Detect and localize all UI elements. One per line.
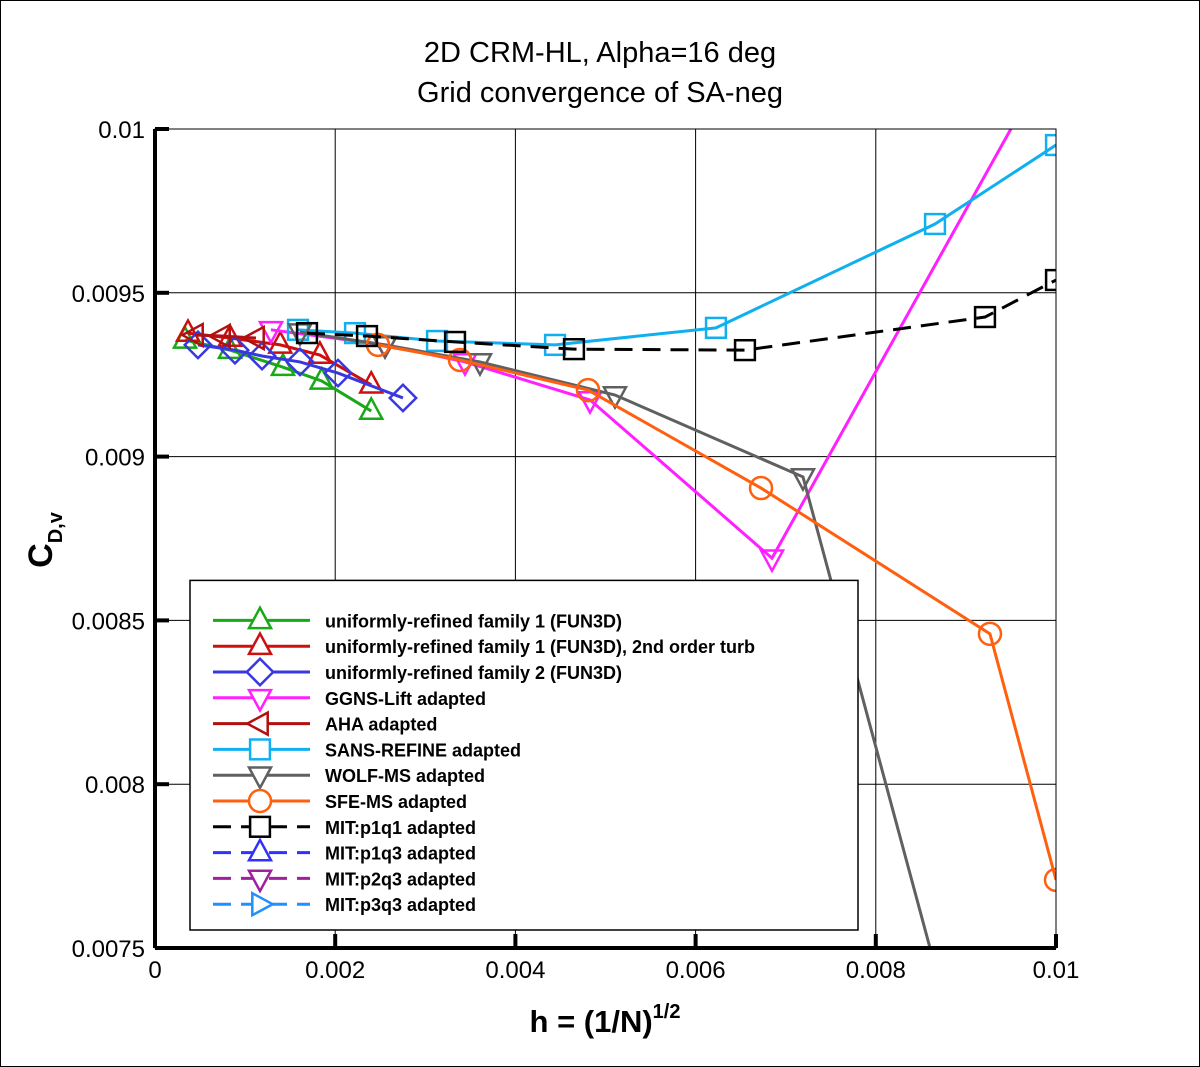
- marker: [343, 321, 367, 345]
- x-tick-label: 0.002: [305, 957, 365, 984]
- marker: [323, 358, 353, 389]
- y-tick-label: 0.0075: [72, 936, 145, 963]
- legend-marker: [251, 891, 276, 918]
- marker: [358, 395, 385, 421]
- legend-marker: [248, 738, 272, 761]
- legend-marker: [246, 837, 274, 862]
- marker: [447, 347, 473, 373]
- marker: [308, 365, 335, 390]
- legend-label: uniformly-refined family 2 (FUN3D): [325, 663, 622, 683]
- legend-marker: [246, 869, 274, 894]
- series-line: [377, 343, 1056, 881]
- x-label-text: h = (1/N): [530, 1004, 653, 1039]
- marker: [789, 467, 817, 493]
- legend-label: SANS-REFINE adapted: [325, 740, 521, 760]
- marker: [1043, 867, 1056, 893]
- marker: [704, 316, 728, 340]
- legend-marker: [247, 788, 273, 814]
- marker: [183, 329, 213, 360]
- legend-label: MIT:p3q3 adapted: [325, 895, 476, 915]
- marker: [977, 621, 1003, 647]
- marker: [601, 386, 629, 411]
- marker: [973, 305, 997, 329]
- y-label-sub: D,v: [45, 511, 67, 543]
- legend-marker: [246, 605, 274, 630]
- chart-title: 2D CRM-HL, Alpha=16 deg: [424, 37, 776, 69]
- legend-label: SFE-MS adapted: [325, 792, 467, 812]
- x-tick-label: 0.006: [666, 957, 726, 984]
- y-tick-label: 0.01: [98, 117, 145, 144]
- legend-marker: [246, 630, 274, 656]
- marker: [355, 324, 379, 348]
- legend-marker: [245, 657, 275, 687]
- marker: [733, 338, 757, 362]
- legend-label: AHA adapted: [325, 715, 437, 735]
- legend-label: MIT:p2q3 adapted: [325, 869, 476, 889]
- x-label-sup: 1/2: [653, 1001, 681, 1023]
- legend-label: MIT:p1q1 adapted: [325, 818, 476, 838]
- marker: [285, 346, 315, 377]
- chart-subtitle: Grid convergence of SA-neg: [417, 77, 783, 109]
- legend-marker: [248, 815, 272, 838]
- marker: [923, 212, 947, 236]
- marker: [443, 330, 467, 354]
- x-axis-label: h = (1/N)1/2: [530, 1001, 681, 1039]
- y-tick-label: 0.009: [85, 445, 145, 472]
- marker: [240, 324, 265, 352]
- x-tick-label: 0: [148, 957, 161, 984]
- legend-marker: [246, 766, 274, 791]
- y-label-text: C: [22, 543, 60, 568]
- marker: [758, 549, 786, 574]
- legend-box: [189, 579, 859, 931]
- y-axis-label: CD,v: [22, 511, 67, 568]
- legend-label: uniformly-refined family 1 (FUN3D): [325, 611, 622, 631]
- marker: [247, 341, 278, 371]
- legend-label: WOLF-MS adapted: [325, 766, 485, 786]
- marker: [748, 475, 774, 501]
- y-tick-label: 0.008: [85, 772, 145, 799]
- legend-label: uniformly-refined family 1 (FUN3D), 2nd …: [325, 637, 755, 657]
- marker: [179, 321, 204, 349]
- y-tick-label: 0.0085: [72, 608, 145, 635]
- marker: [575, 377, 601, 403]
- plot-area: [171, 129, 1056, 948]
- marker: [562, 337, 586, 361]
- series-line: [299, 330, 932, 948]
- series-line: [197, 343, 404, 400]
- legend-marker: [244, 710, 269, 737]
- marker: [206, 322, 231, 350]
- series-line: [306, 278, 1056, 352]
- marker: [295, 321, 319, 345]
- marker: [306, 339, 333, 364]
- marker: [257, 320, 285, 346]
- series-line: [297, 143, 1056, 347]
- legend-label: GGNS-Lift adapted: [325, 689, 486, 709]
- marker: [387, 382, 418, 413]
- marker: [267, 329, 294, 354]
- y-tick-label: 0.0095: [72, 281, 145, 308]
- x-tick-label: 0.004: [485, 957, 545, 984]
- legend: uniformly-refined family 1 (FUN3D) unifor…: [189, 579, 859, 931]
- x-tick-label: 0.008: [846, 957, 906, 984]
- legend-label: MIT:p1q3 adapted: [325, 844, 476, 864]
- x-tick-label: 0.01: [1033, 957, 1080, 984]
- legend-marker: [246, 688, 274, 714]
- axes: 0 0.002 0.004 0.006 0.008 0.01 0.0075 0.008 0.00…: [72, 117, 1080, 984]
